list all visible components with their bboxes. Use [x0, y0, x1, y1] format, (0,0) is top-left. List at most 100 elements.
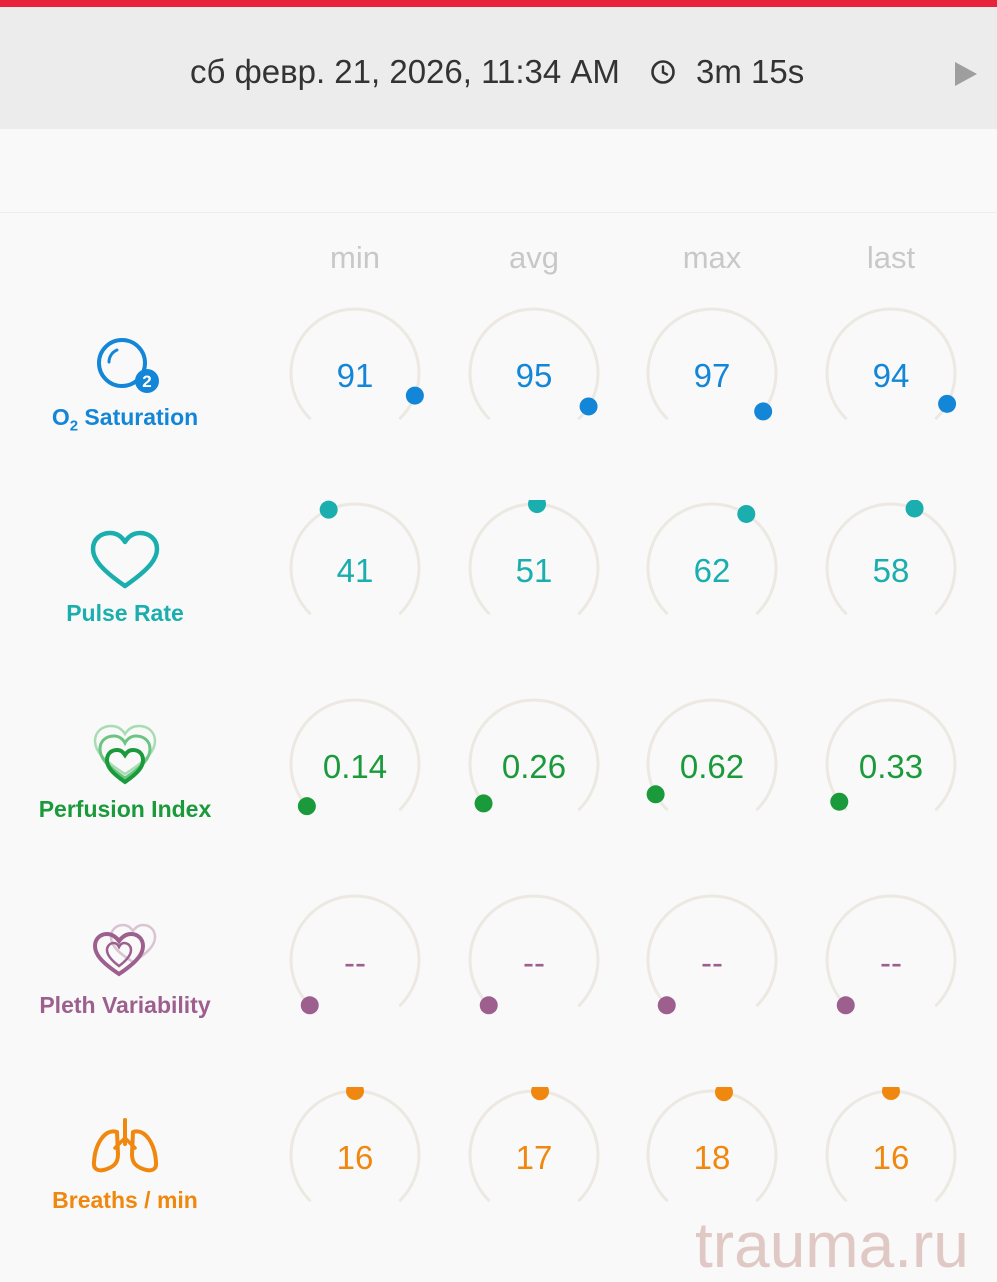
metric-label-pleth: Pleth Variability: [39, 992, 211, 1018]
gauge-spo2-avg: 95: [459, 305, 609, 445]
gauge-track: [289, 502, 421, 615]
gauge-value: --: [523, 944, 545, 981]
gauge-arc: [468, 1087, 600, 1202]
gauge-indicator-dot: [319, 500, 338, 519]
header-divider: [0, 212, 997, 213]
gauge-indicator-dot: [737, 504, 756, 523]
lungs-icon: [91, 1118, 159, 1173]
gauge-value: 51: [515, 552, 553, 589]
gauge-value: 95: [515, 357, 553, 394]
gauge-arc: [289, 894, 421, 1015]
play-icon[interactable]: [953, 60, 979, 88]
gauge-value: 94: [872, 357, 910, 394]
gauge-arc: [289, 698, 421, 816]
gauge-arc: [468, 500, 600, 615]
gauge-value: --: [344, 944, 366, 981]
gauge-perfusion-min: 0.14: [280, 696, 430, 836]
gauge-indicator-dot: [646, 785, 665, 804]
gauge-indicator-dot: [579, 397, 598, 416]
gauge-arc: [289, 500, 421, 615]
gauge-indicator-dot: [830, 792, 849, 811]
gauge-track: [468, 307, 600, 420]
gauge-indicator-dot: [297, 797, 316, 816]
metric-label-respiration: Breaths / min: [52, 1187, 198, 1213]
gauge-arc: [468, 894, 600, 1015]
watermark: trauma.ru: [695, 1209, 969, 1281]
gauge-indicator-dot: [905, 500, 924, 518]
gauge-arc: [825, 1087, 957, 1202]
gauge-pleth-avg: --: [459, 892, 609, 1032]
gauge-arc: [825, 500, 957, 615]
gauge-value: 0.26: [501, 748, 567, 785]
gauge-track: [825, 307, 957, 420]
gauge-indicator-dot: [474, 794, 493, 813]
gauge-arc: [468, 307, 600, 420]
gauge-arc: [468, 698, 600, 813]
pleth-hearts-icon: [92, 923, 157, 977]
gauge-value: 16: [336, 1139, 374, 1176]
gauge-indicator-dot: [479, 996, 498, 1015]
gauge-value: 62: [693, 552, 731, 589]
clock-icon: [651, 60, 675, 84]
gauge-value: 0.62: [679, 748, 745, 785]
gauge-track: [289, 698, 421, 811]
gauge-arc: [825, 698, 957, 811]
gauge-arc: [646, 894, 778, 1015]
gauge-value: 58: [872, 552, 910, 589]
heart-icon: [90, 530, 160, 589]
gauge-track: [289, 894, 421, 1007]
gauge-indicator-dot: [657, 996, 676, 1015]
gauge-value: 0.14: [322, 748, 388, 785]
gauge-value: --: [701, 944, 723, 981]
gauge-track: [825, 502, 957, 615]
gauge-indicator-dot: [405, 386, 424, 405]
gauge-track: [825, 698, 957, 811]
gauge-value: 91: [336, 357, 374, 394]
gauge-perfusion-max: 0.62: [637, 696, 787, 836]
gauge-arc: [646, 698, 778, 811]
gauge-spo2-last: 94: [816, 305, 966, 445]
svg-text:2: 2: [142, 372, 151, 391]
metric-label-spo2: O2 Saturation: [51, 404, 199, 435]
session-header[interactable]: сб февр. 21, 2026, 11:34 AM 3m 15s: [0, 7, 997, 129]
gauge-spo2-max: 97: [637, 305, 787, 445]
gauge-pulse-avg: 51: [459, 500, 609, 640]
gauge-spo2-min: 91: [280, 305, 430, 445]
gauge-perfusion-last: 0.33: [816, 696, 966, 836]
gauge-value: --: [880, 944, 902, 981]
gauge-pleth-min: --: [280, 892, 430, 1032]
gauge-track: [468, 894, 600, 1007]
gauge-arc: [825, 307, 957, 420]
gauge-track: [646, 698, 778, 811]
gauge-track: [646, 307, 778, 420]
gauge-indicator-dot: [714, 1087, 733, 1102]
gauge-pleth-last: --: [816, 892, 966, 1032]
top-accent-bar: [0, 0, 997, 7]
gauge-value: 18: [693, 1139, 731, 1176]
gauge-indicator-dot: [528, 500, 547, 514]
gauge-track: [825, 894, 957, 1007]
session-datetime: сб февр. 21, 2026, 11:34 AM: [190, 53, 620, 90]
gauge-pulse-min: 41: [280, 500, 430, 640]
gauge-arc: [646, 1087, 778, 1202]
gauge-value: 17: [515, 1139, 553, 1176]
metric-label-perfusion: Perfusion Index: [38, 796, 212, 822]
gauge-indicator-dot: [300, 996, 319, 1015]
gauge-track: [646, 1089, 778, 1202]
gauge-indicator-dot: [346, 1087, 364, 1100]
gauge-respiration-min: 16: [280, 1087, 430, 1227]
gauge-pulse-max: 62: [637, 500, 787, 640]
column-header-max: max: [682, 240, 742, 275]
gauge-indicator-dot: [882, 1087, 900, 1100]
gauge-indicator-dot: [531, 1087, 550, 1101]
gauge-arc: [825, 894, 957, 1015]
gauge-value: 41: [336, 552, 374, 589]
session-duration: 3m 15s: [696, 53, 805, 90]
gauge-pulse-last: 58: [816, 500, 966, 640]
gauge-arc: [289, 1087, 421, 1202]
gauge-indicator-dot: [938, 394, 957, 413]
gauge-value: 16: [872, 1139, 910, 1176]
gauge-value: 97: [693, 357, 731, 394]
gauge-respiration-avg: 17: [459, 1087, 609, 1227]
gauge-track: [289, 307, 421, 420]
